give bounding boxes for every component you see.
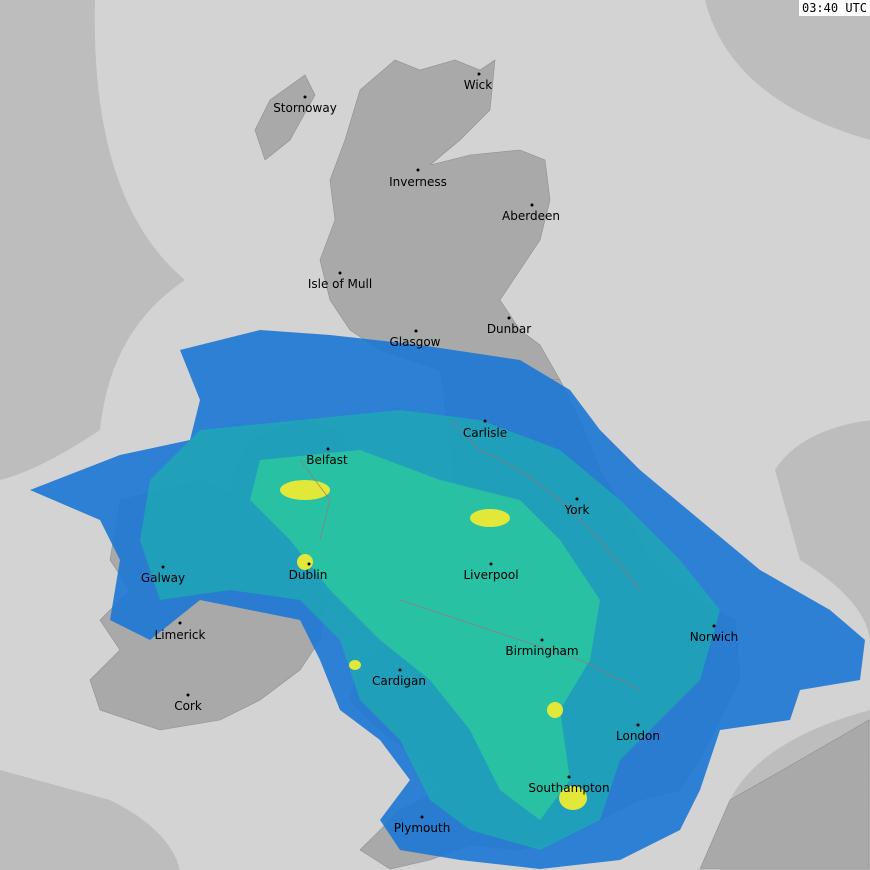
city-inverness: Inverness [389,168,447,189]
city-cork: Cork [174,693,202,713]
city-southampton: Southampton [528,775,610,795]
city-dublin: Dublin [289,562,328,582]
svg-text:Norwich: Norwich [690,630,739,644]
city-birmingham: Birmingham [505,638,579,658]
city-norwich: Norwich [690,624,739,644]
county-borders [299,419,641,691]
svg-text:Stornoway: Stornoway [273,101,337,115]
svg-text:Limerick: Limerick [155,628,206,642]
svg-text:Cork: Cork [174,699,202,713]
city-labels: Wick Stornoway Inverness Aberdeen Isle o… [141,72,739,835]
city-carlisle: Carlisle [463,419,507,440]
svg-text:Birmingham: Birmingham [505,644,578,658]
city-cardigan: Cardigan [372,668,426,688]
city-wick: Wick [464,72,493,92]
rain-band [30,330,865,869]
svg-text:Cardigan: Cardigan [372,674,426,688]
svg-text:Inverness: Inverness [389,175,447,189]
city-york: York [564,497,590,517]
city-dunbar: Dunbar [487,316,531,336]
svg-text:Belfast: Belfast [306,453,348,467]
city-limerick: Limerick [155,621,206,642]
city-galway: Galway [141,565,185,585]
city-liverpool: Liverpool [463,562,519,582]
western-isles [254,74,316,161]
svg-text:Aberdeen: Aberdeen [502,209,560,223]
timestamp: 03:40 UTC [798,0,870,16]
city-glasgow: Glasgow [389,329,441,349]
city-belfast: Belfast [306,447,348,467]
svg-text:Galway: Galway [141,571,185,585]
svg-text:Carlisle: Carlisle [463,426,507,440]
svg-text:York: York [564,503,590,517]
svg-text:Dublin: Dublin [289,568,328,582]
city-plymouth: Plymouth [394,815,451,835]
city-isle-of-mull: Isle of Mull [308,271,372,291]
svg-text:Plymouth: Plymouth [394,821,451,835]
svg-text:Isle of Mull: Isle of Mull [308,277,372,291]
svg-text:Dunbar: Dunbar [487,322,531,336]
svg-text:Wick: Wick [464,78,493,92]
city-london: London [616,723,660,743]
svg-text:London: London [616,729,660,743]
city-aberdeen: Aberdeen [502,203,560,223]
svg-text:Southampton: Southampton [528,781,609,795]
continent [699,719,870,870]
scotland [319,59,561,381]
heavy-rain-cells [280,480,587,810]
city-stornoway: Stornoway [273,95,337,115]
svg-text:Liverpool: Liverpool [463,568,518,582]
svg-text:Glasgow: Glasgow [389,335,440,349]
